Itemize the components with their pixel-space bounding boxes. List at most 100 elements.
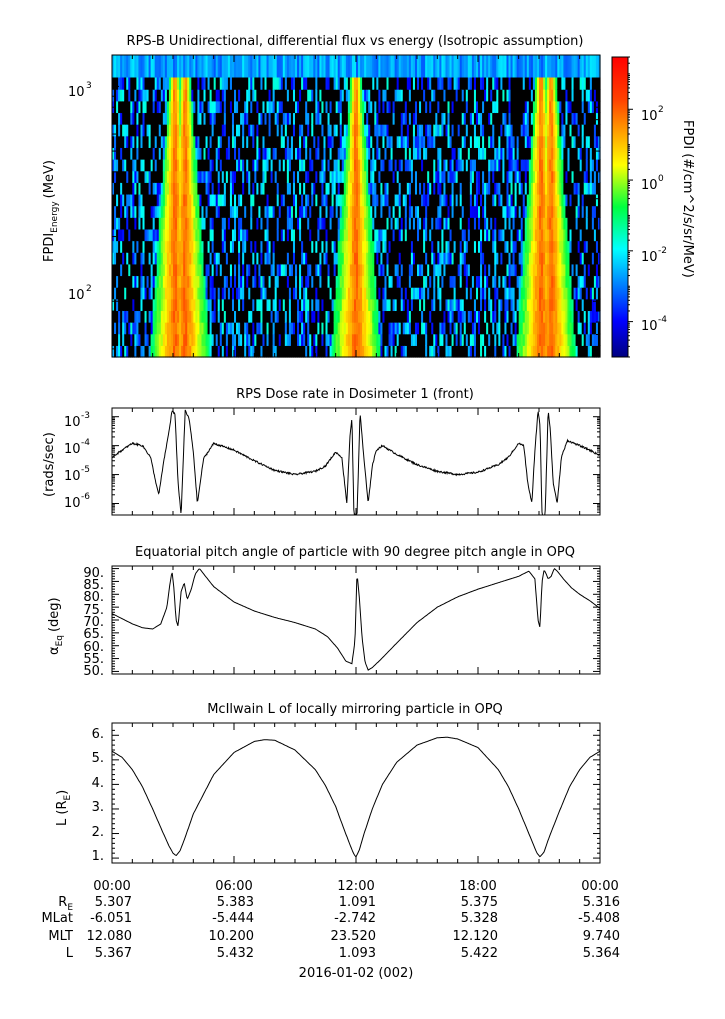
heatmap-cell (213, 100, 217, 114)
heatmap-cell (398, 182, 402, 195)
heatmap-cell (447, 89, 451, 102)
heatmap-cell (319, 112, 323, 125)
heatmap-cell (177, 159, 180, 172)
heatmap-cell (394, 170, 398, 183)
heatmap-cell (307, 217, 310, 230)
heatmap-cell (274, 100, 278, 114)
heatmap-cell (136, 205, 140, 218)
heatmap-cell (295, 263, 298, 277)
heatmap-cell (315, 170, 318, 183)
heatmap-cell (144, 322, 148, 335)
heatmap-cell (443, 147, 447, 160)
heatmap-cell (158, 205, 162, 218)
heatmap-cell (321, 182, 325, 195)
heatmap-cell (463, 100, 467, 114)
heatmap-cell (433, 298, 436, 312)
heatmap-cell (345, 112, 349, 125)
heatmap-cell (297, 298, 300, 312)
heatmap-cell (183, 275, 186, 288)
heatmap-cell (211, 333, 215, 346)
heatmap-cell (221, 287, 225, 300)
heatmap-cell (205, 135, 209, 148)
heatmap-cell (327, 77, 331, 90)
heatmap-cell (323, 287, 327, 300)
heatmap-cell (209, 228, 213, 242)
heatmap-cell (288, 124, 292, 137)
heatmap-cell (510, 112, 514, 125)
heatmap-cell (329, 287, 333, 300)
heatmap-cell (374, 205, 377, 218)
heatmap-cell (372, 240, 375, 253)
heatmap-cell (392, 182, 396, 195)
heatmap-cell (421, 147, 424, 160)
heatmap-cell (467, 112, 471, 125)
heatmap-cell (325, 112, 329, 125)
heatmap-cell (384, 310, 388, 323)
heatmap-cell (229, 147, 233, 160)
heatmap-cell (234, 147, 237, 160)
heatmap-cell (193, 228, 196, 242)
heatmap-cell (386, 298, 390, 312)
heatmap-cell (321, 345, 325, 358)
heatmap-cell (305, 77, 308, 90)
heatmap-cell (227, 112, 231, 125)
heatmap-cell (124, 124, 127, 137)
heatmap-cell (262, 345, 266, 358)
heatmap-cell (429, 89, 432, 102)
heatmap-cell (248, 170, 251, 183)
heatmap-cell (311, 124, 314, 137)
heatmap-cell (264, 333, 268, 346)
heatmap-cell (347, 345, 351, 358)
heatmap-cell (457, 322, 461, 335)
heatmap-cell (475, 275, 479, 288)
heatmap-cell (402, 124, 406, 137)
heatmap-cell (492, 228, 495, 242)
heatmap-cell (360, 263, 363, 277)
heatmap-cell (286, 310, 290, 323)
heatmap-cell (250, 124, 253, 137)
heatmap-cell (268, 310, 272, 323)
heatmap-cell (370, 217, 373, 230)
heatmap-cell (114, 345, 117, 358)
heatmap-cell (307, 182, 310, 195)
heatmap-cell (215, 170, 219, 183)
heatmap-cell (404, 147, 408, 160)
heatmap-cell (278, 124, 282, 137)
heatmap-cell (339, 147, 343, 160)
heatmap-cell (309, 159, 312, 172)
heatmap-cell (492, 298, 495, 312)
heatmap-cell (445, 217, 449, 230)
heatmap-cell (449, 252, 453, 265)
heatmap-cell (471, 55, 475, 78)
heatmap-cell (295, 100, 298, 114)
heatmap-cell (396, 263, 400, 277)
heatmap-cell (301, 240, 304, 253)
heatmap-cell (252, 228, 255, 242)
heatmap-cell (284, 228, 288, 242)
heatmap-cell (335, 124, 339, 137)
heatmap-cell (374, 333, 377, 346)
heatmap-cell (471, 193, 475, 207)
heatmap-cell (132, 240, 135, 253)
heatmap-cell (185, 159, 188, 172)
heatmap-cell (242, 263, 245, 277)
heatmap-cell (394, 100, 398, 114)
heatmap-cell (370, 55, 373, 78)
heatmap-cell (270, 310, 274, 323)
heatmap-cell (414, 287, 418, 300)
heatmap-cell (295, 228, 298, 242)
heatmap-cell (333, 275, 337, 288)
heatmap-cell (378, 193, 381, 207)
heatmap-cell (297, 77, 300, 90)
heatmap-cell (463, 135, 467, 148)
heatmap-cell (234, 205, 237, 218)
heatmap-cell (343, 159, 347, 172)
heatmap-cell (130, 240, 133, 253)
heatmap-cell (173, 55, 176, 78)
heatmap-cell (118, 182, 121, 195)
heatmap-cell (242, 310, 245, 323)
heatmap-cell (303, 55, 306, 78)
heatmap-cell (313, 322, 316, 335)
heatmap-cell (278, 112, 282, 125)
heatmap-cell (419, 135, 422, 148)
